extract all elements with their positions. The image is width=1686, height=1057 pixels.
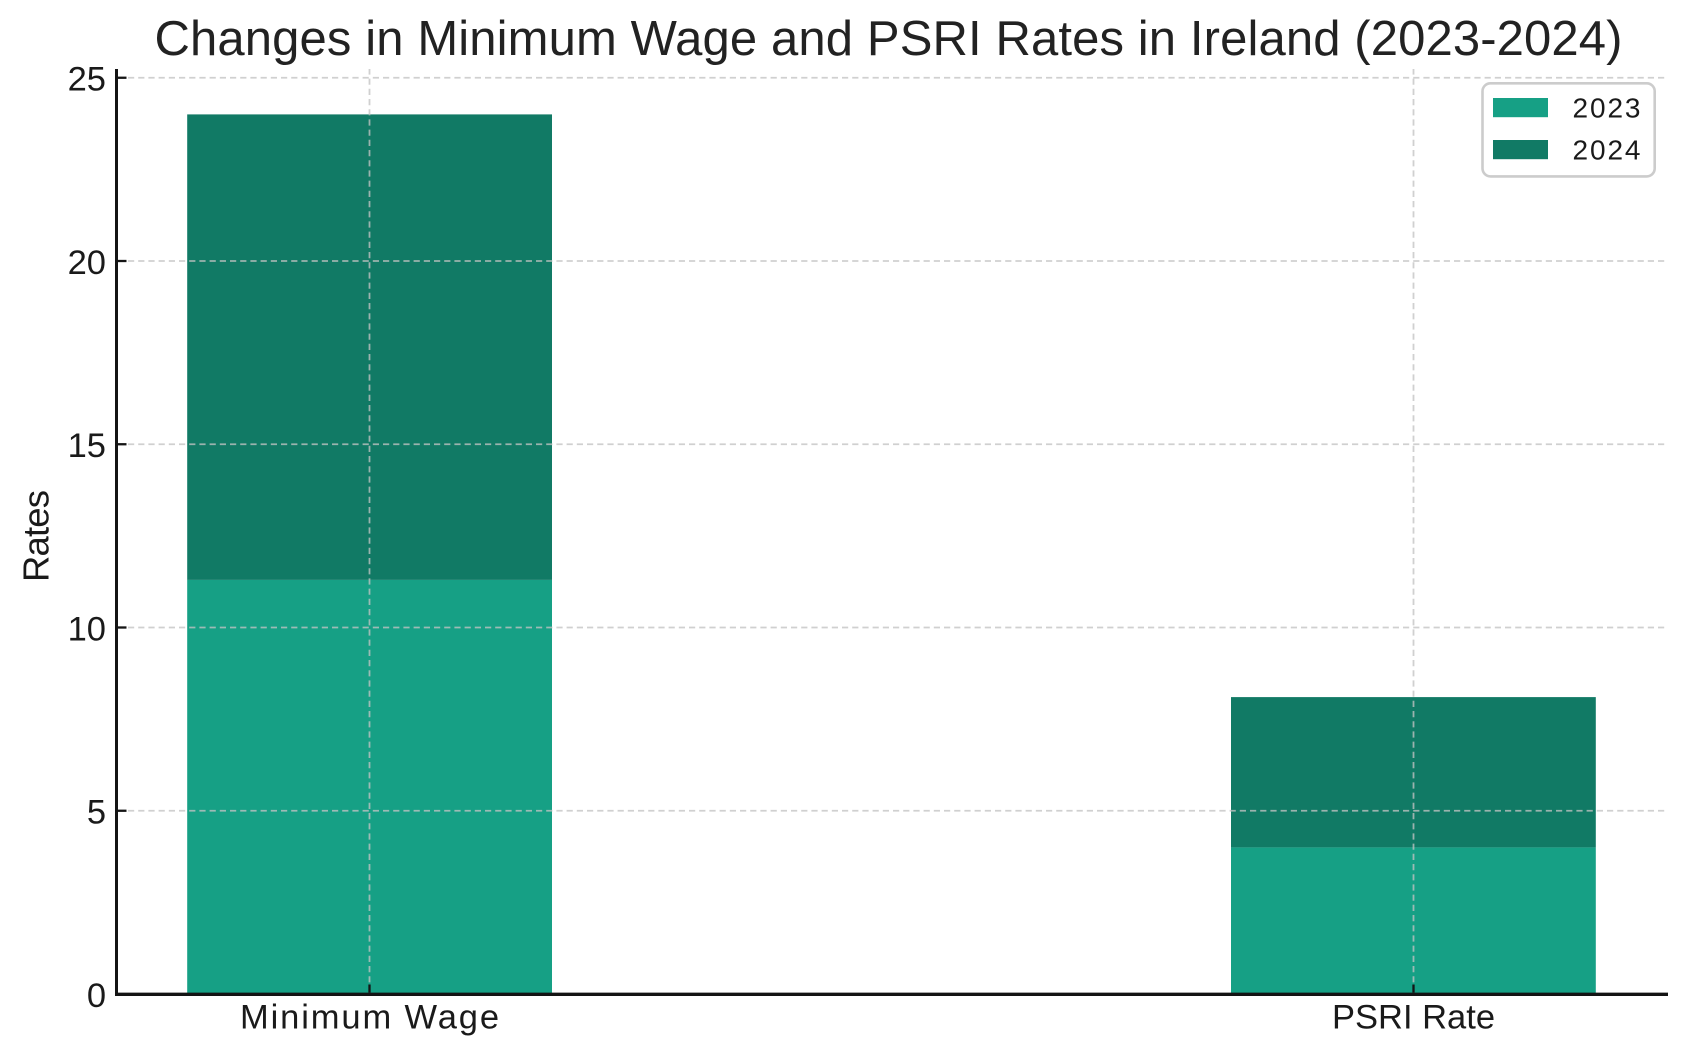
- svg-text:25: 25: [68, 61, 106, 99]
- svg-text:Changes in Minimum Wage and PS: Changes in Minimum Wage and PSRI Rates i…: [155, 12, 1623, 66]
- svg-text:0: 0: [87, 977, 106, 1015]
- svg-text:5: 5: [87, 794, 106, 832]
- svg-text:10: 10: [68, 611, 106, 649]
- svg-text:Rates: Rates: [16, 490, 57, 582]
- svg-text:Minimum Wage: Minimum Wage: [240, 999, 499, 1037]
- svg-text:2023: 2023: [1573, 92, 1641, 123]
- svg-text:20: 20: [68, 244, 106, 282]
- svg-text:2024: 2024: [1573, 135, 1641, 166]
- svg-text:15: 15: [68, 427, 106, 465]
- svg-text:PSRI Rate: PSRI Rate: [1332, 999, 1495, 1037]
